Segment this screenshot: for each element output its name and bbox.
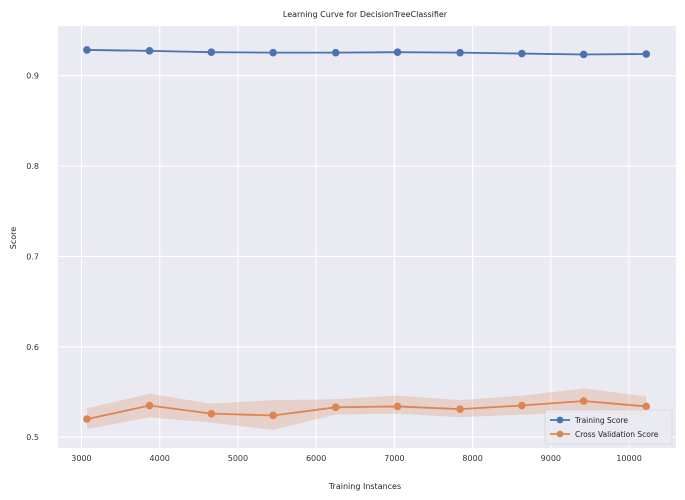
- y-tick-label: 0.6: [26, 343, 39, 352]
- training-score-point: [145, 47, 154, 55]
- y-tick-labels: 0.5 0.6 0.7 0.8 0.9: [26, 72, 39, 442]
- x-axis-label: Training Instances: [328, 482, 401, 491]
- cv-score-point: [331, 403, 340, 412]
- y-tick-label: 0.8: [26, 162, 39, 171]
- legend-box: [544, 409, 673, 445]
- plot-area: [58, 26, 676, 448]
- training-score-point: [518, 49, 526, 58]
- training-score-point: [393, 48, 402, 57]
- series-lines: [86, 49, 647, 420]
- x-tick-label: 10000: [616, 454, 641, 463]
- y-tick-label: 0.5: [26, 433, 39, 442]
- training-score-point: [579, 50, 588, 59]
- training-score-point: [642, 50, 651, 58]
- cv-score-point: [518, 401, 526, 410]
- training-score-point: [83, 46, 91, 54]
- x-tick-label: 4000: [150, 454, 170, 463]
- chart-title: Learning Curve for DecisionTreeClassifie…: [283, 10, 448, 19]
- cv-score-point: [579, 397, 588, 405]
- legend: Training Score Cross Validation Score: [544, 409, 673, 445]
- x-tick-label: 5000: [228, 454, 248, 463]
- y-axis-label: Score: [9, 227, 18, 249]
- x-tick-label: 9000: [541, 454, 561, 463]
- x-tick-label: 8000: [462, 454, 482, 463]
- cv-score-point: [145, 401, 154, 410]
- training-score-line: [86, 49, 647, 56]
- cv-score-point: [642, 402, 651, 411]
- training-score-point: [456, 48, 464, 57]
- cv-score-point: [393, 402, 402, 411]
- series-points: [83, 46, 651, 423]
- cv-score-point: [207, 409, 216, 418]
- cv-legend-label: Cross Validation Score: [575, 430, 659, 439]
- cv-score-band: [86, 388, 647, 430]
- grid-lines: [58, 26, 676, 448]
- cv-score-point: [456, 405, 464, 413]
- cv-score-point: [269, 411, 277, 420]
- x-tick-label: 7000: [384, 454, 404, 463]
- training-score-point: [207, 48, 216, 57]
- y-tick-label: 0.9: [26, 72, 39, 81]
- y-tick-label: 0.7: [26, 252, 39, 261]
- training-legend-label: Training Score: [574, 416, 628, 425]
- cv-score-point: [83, 415, 91, 423]
- x-tick-label: 6000: [306, 454, 326, 463]
- cv-legend-marker: [556, 430, 564, 438]
- training-legend-marker: [556, 416, 564, 424]
- training-score-point: [331, 48, 340, 57]
- x-tick-label: 3000: [71, 454, 91, 463]
- training-score-point: [269, 48, 277, 57]
- cv-score-line: [86, 400, 647, 420]
- x-tick-labels: 3000 4000 5000 6000 7000 8000 9000 10000: [71, 454, 642, 463]
